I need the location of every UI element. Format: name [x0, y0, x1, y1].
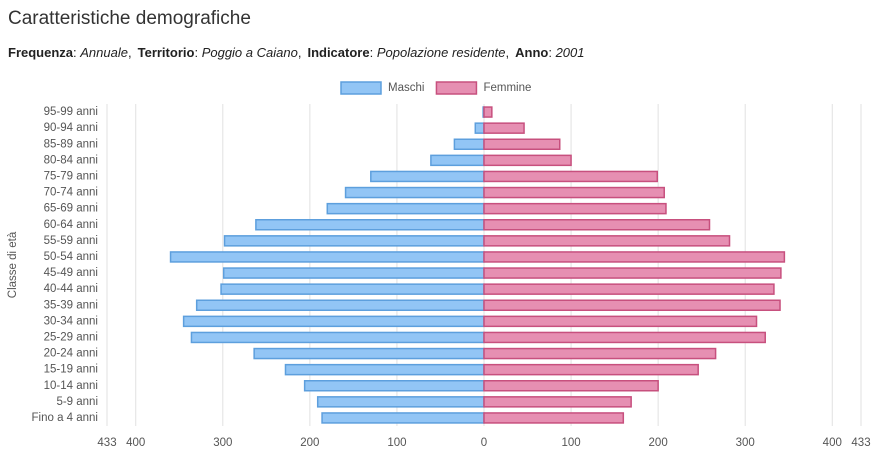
y-tick-label: 80-84 anni	[44, 154, 98, 166]
y-tick-label: 20-24 anni	[44, 348, 98, 360]
legend-swatch	[435, 81, 478, 95]
x-tick-label: 100	[387, 437, 406, 449]
y-tick-label: 5-9 anni	[56, 396, 98, 408]
bar	[483, 186, 665, 199]
x-tick-label: 200	[300, 437, 319, 449]
bar	[483, 154, 572, 167]
x-tick-label: 0	[481, 437, 487, 449]
bar	[483, 202, 667, 215]
bar	[483, 412, 625, 424]
bar	[483, 283, 775, 295]
y-axis-label: Classe di età	[7, 231, 19, 298]
subtitle-value: Popolazione residente	[377, 45, 509, 60]
bar	[326, 202, 485, 215]
x-tick-label: 433	[97, 437, 116, 449]
x-tick-label: 400	[823, 437, 842, 449]
y-tick-label: 25-29 anni	[44, 331, 98, 343]
y-tick-label: 15-19 anni	[44, 364, 98, 376]
legend-label: Femmine	[483, 82, 531, 94]
y-tick-label: Fino a 4 anni	[32, 412, 99, 424]
bar	[223, 235, 485, 247]
subtitle-item: Indicatore Popolazione residente	[307, 45, 509, 60]
y-tick-label: 70-74 anni	[44, 187, 98, 199]
legend-label: Maschi	[388, 82, 424, 94]
subtitle-item: Territorio Poggio a Caiano	[138, 45, 302, 60]
x-tick-label: 100	[561, 437, 580, 449]
chart-title: Caratteristiche demografiche	[8, 8, 251, 29]
bar	[483, 138, 561, 150]
y-tick-label: 65-69 anni	[44, 203, 98, 215]
bar	[344, 186, 485, 199]
bar	[483, 122, 525, 134]
subtitle-label: Frequenza	[8, 45, 77, 60]
bar	[483, 315, 758, 328]
bar	[453, 138, 485, 150]
bar	[474, 122, 485, 134]
bar	[483, 299, 781, 311]
bar	[316, 396, 485, 408]
subtitle-item: Frequenza Annuale	[8, 45, 132, 60]
bar	[253, 347, 485, 360]
y-tick-label: 90-94 anni	[44, 122, 98, 134]
y-tick-label: 75-79 anni	[44, 170, 98, 182]
bar	[321, 412, 485, 424]
x-tick-label: 300	[736, 437, 755, 449]
bar	[483, 267, 782, 279]
bar	[483, 106, 493, 118]
x-tick-label: 200	[649, 437, 668, 449]
bar	[430, 154, 485, 167]
bar	[370, 170, 485, 183]
bar	[483, 219, 711, 231]
x-tick-label: 400	[126, 437, 145, 449]
subtitle-item: Anno 2001	[515, 45, 584, 60]
bar	[303, 380, 485, 392]
bar	[220, 283, 485, 295]
bar	[483, 170, 659, 183]
subtitle-value: Poggio a Caiano	[202, 45, 302, 60]
legend-swatch	[340, 81, 382, 95]
y-tick-label: 50-54 anni	[44, 251, 98, 263]
subtitle: Frequenza Annuale Territorio Poggio a Cai…	[8, 45, 591, 60]
bar	[483, 331, 766, 344]
bar	[483, 347, 717, 360]
bar	[483, 396, 632, 408]
bar	[284, 363, 485, 376]
bar	[483, 380, 659, 392]
subtitle-label: Indicatore	[307, 45, 373, 60]
bar	[190, 331, 485, 344]
bar	[169, 251, 485, 263]
bar	[483, 235, 731, 247]
y-tick-label: 35-39 anni	[44, 299, 98, 311]
y-tick-label: 85-89 anni	[44, 138, 98, 150]
y-tick-label: 30-34 anni	[44, 315, 98, 327]
bar	[182, 315, 485, 328]
y-tick-label: 55-59 anni	[44, 235, 98, 247]
y-tick-label: 10-14 anni	[44, 380, 98, 392]
subtitle-label: Territorio	[138, 45, 198, 60]
bar	[222, 267, 485, 279]
x-tick-label: 300	[213, 437, 232, 449]
y-tick-label: 45-49 anni	[44, 267, 98, 279]
bar	[255, 219, 485, 231]
y-tick-label: 95-99 anni	[44, 106, 98, 118]
x-tick-label: 433	[851, 437, 870, 449]
subtitle-value: Annuale	[80, 45, 131, 60]
y-tick-label: 60-64 anni	[44, 219, 98, 231]
y-tick-label: 40-44 anni	[44, 283, 98, 295]
bar	[195, 299, 485, 311]
subtitle-value: 2001	[555, 45, 585, 60]
bar	[483, 251, 786, 263]
bar	[483, 363, 699, 376]
subtitle-label: Anno	[515, 45, 552, 60]
